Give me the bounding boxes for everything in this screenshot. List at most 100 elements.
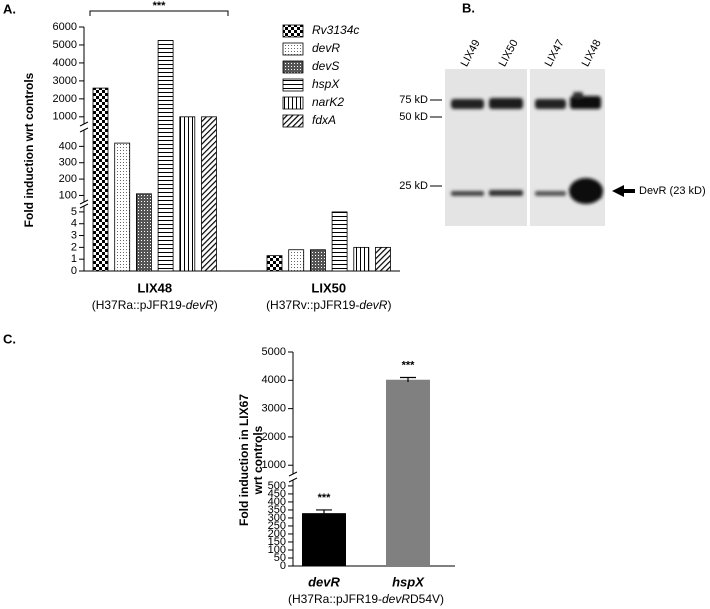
panel-label: A. — [3, 1, 16, 16]
y-tick-label: 6000 — [53, 21, 77, 33]
axis-break — [288, 471, 298, 477]
legend-label: narK2 — [312, 95, 344, 109]
blot-membrane — [445, 69, 527, 226]
y-tick-label: 3 — [71, 229, 77, 241]
legend-swatch — [282, 24, 304, 38]
significance: *** — [153, 0, 167, 12]
legend-swatch — [282, 78, 304, 92]
lane-label: LIX48 — [580, 38, 604, 69]
category-note-part: (H37Rv::pJFR19- — [266, 298, 359, 312]
y-tick-label: 250 — [268, 520, 286, 532]
bar — [179, 116, 196, 272]
axis-break — [79, 203, 89, 209]
bar — [309, 249, 326, 272]
y-axis-label: Fold induction in LIX67 — [237, 394, 251, 526]
legend-swatch — [282, 42, 304, 56]
y-axis-label: Fold induction wrt controls — [22, 72, 36, 227]
category-note-part: devR — [359, 298, 387, 312]
arrow — [612, 185, 635, 197]
legend-swatch — [282, 114, 304, 128]
axis-break — [79, 127, 89, 133]
category-note-part: ) — [387, 298, 391, 312]
y-tick-label: 1 — [71, 253, 77, 265]
y-tick-label: 450 — [268, 488, 286, 500]
y-tick-label: 2000 — [53, 93, 77, 105]
y-tick-label: 100 — [59, 189, 77, 201]
y-tick-label: 500 — [268, 480, 286, 492]
y-axis-label: wrt controls — [251, 425, 265, 495]
bar — [331, 211, 348, 272]
y-tick-label: 5 — [71, 206, 77, 218]
error-bar — [400, 376, 416, 383]
y-tick-label: 400 — [268, 496, 286, 508]
category-note: (H37Ra::pJFR19-devRD54V) — [288, 592, 444, 606]
significance: *** — [318, 492, 332, 504]
x-tick-label: LIX50 — [311, 280, 346, 295]
legend-label: devR — [312, 41, 340, 55]
bar — [375, 246, 391, 272]
y-tick-label: 0 — [71, 265, 77, 277]
panel-label: C. — [3, 331, 16, 346]
y-tick-label: 4000 — [262, 374, 286, 386]
marker-label: 50 kD — [399, 111, 428, 123]
bar — [114, 142, 131, 272]
y-tick-label: 100 — [268, 544, 286, 556]
bar — [386, 379, 430, 566]
y-tick-label: 3000 — [262, 403, 286, 415]
bar — [353, 246, 370, 272]
y-tick-label: 5000 — [262, 346, 286, 358]
bar — [288, 249, 305, 272]
y-tick-label: 4000 — [53, 57, 77, 69]
y-tick-label: 200 — [59, 173, 77, 185]
category-note-part: ) — [214, 298, 218, 312]
legend-swatch — [282, 96, 304, 110]
y-tick-label: 300 — [268, 512, 286, 524]
lane-label: LIX47 — [543, 38, 567, 69]
category-note: (H37Rv::pJFR19-devR) — [266, 298, 391, 312]
significance: *** — [402, 359, 416, 371]
axis-break — [288, 477, 298, 483]
marker-label: 25 kD — [399, 180, 428, 192]
y-tick-label: 3000 — [53, 75, 77, 87]
category-note-part: devR — [382, 592, 410, 606]
y-tick-label: 50 — [274, 552, 286, 564]
legend-label: Rv3134c — [312, 23, 359, 37]
bar — [266, 255, 283, 272]
legend-label: hspX — [312, 77, 340, 91]
y-tick-label: 400 — [59, 140, 77, 152]
y-tick-label: 200 — [268, 528, 286, 540]
x-tick-label: LIX48 — [137, 280, 172, 295]
bar — [135, 193, 152, 272]
category-note-part: (H37Ra::pJFR19- — [92, 298, 186, 312]
band-label: DevR (23 kD) — [639, 185, 706, 197]
lane-label: LIX50 — [497, 38, 521, 69]
y-tick-label: 2 — [71, 241, 77, 253]
bar — [201, 116, 217, 272]
category-note-part: D54V) — [410, 592, 444, 606]
y-tick-label: 5000 — [53, 39, 77, 51]
y-tick-label: 150 — [268, 536, 286, 548]
y-tick-label: 1000 — [262, 459, 286, 471]
y-tick-label: 0 — [280, 560, 286, 572]
blot-bands — [451, 92, 603, 204]
y-tick-label: 4 — [71, 218, 77, 230]
axis-break — [79, 121, 89, 127]
legend-swatch — [282, 60, 304, 74]
category-note: (H37Ra::pJFR19-devR) — [92, 298, 218, 312]
category-note-part: (H37Ra::pJFR19- — [288, 592, 382, 606]
y-tick-label: 300 — [59, 157, 77, 169]
significance-bracket — [89, 10, 229, 16]
blot: B. 75 kD 50 kD 25 kD LIX49 LIX50 LIX47 L… — [399, 0, 706, 226]
panel-label: B. — [462, 0, 475, 15]
x-tick-label: hspX — [392, 574, 425, 589]
lane-label: LIX49 — [459, 38, 483, 69]
bar — [157, 40, 174, 272]
category-note-part: devR — [186, 298, 214, 312]
marker-label: 75 kD — [399, 94, 428, 106]
bar — [302, 513, 346, 566]
x-tick-label: devR — [308, 574, 340, 589]
bar — [92, 87, 109, 272]
legend-label: fdxA — [312, 113, 336, 127]
